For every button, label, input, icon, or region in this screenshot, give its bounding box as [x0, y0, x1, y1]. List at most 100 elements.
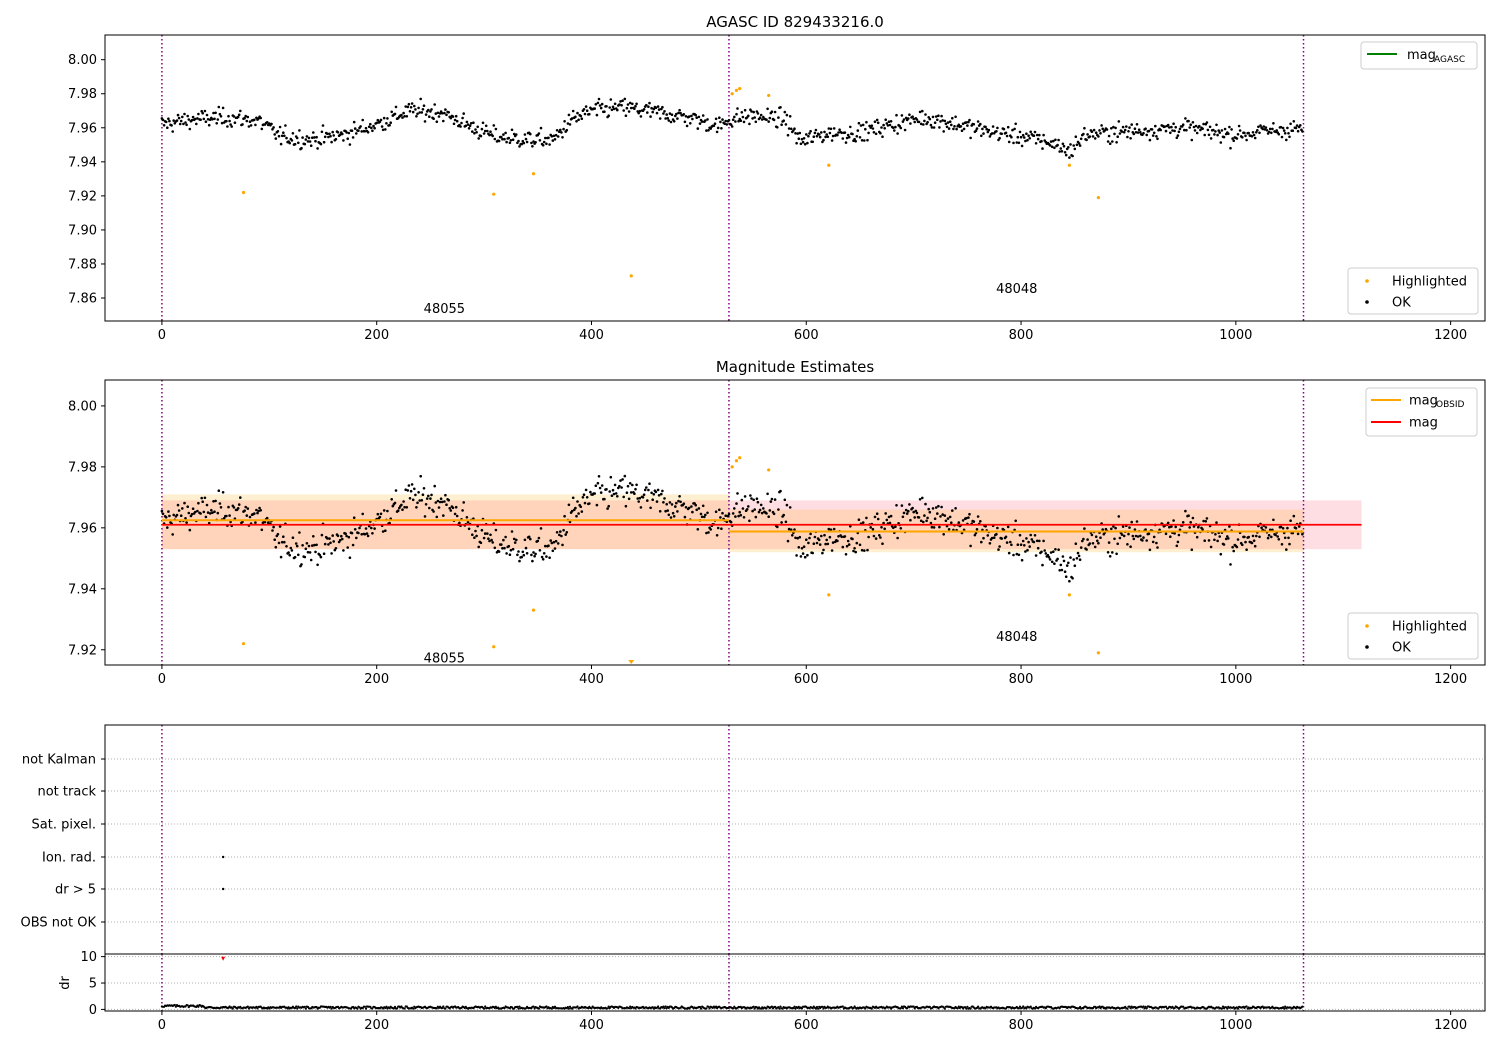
mid-ok-point — [1222, 543, 1226, 546]
top-ok-point — [830, 139, 834, 142]
dr-point — [484, 1005, 487, 1008]
mid-ok-point — [1268, 528, 1272, 532]
mid-ok-point — [199, 512, 202, 515]
top-xtick-label: 800 — [1009, 328, 1034, 343]
top-ok-point — [568, 123, 572, 126]
top-ok-point — [1094, 131, 1098, 134]
mid-ok-point — [467, 527, 471, 531]
mid-ok-point — [512, 537, 516, 541]
mid-ok-point — [358, 526, 361, 530]
mid-ok-point — [1115, 552, 1118, 556]
top-ok-point — [1144, 127, 1147, 130]
mid-ok-point — [899, 527, 903, 530]
top-ok-point — [1227, 132, 1230, 135]
mid-ok-point — [517, 550, 520, 553]
top-ok-point — [319, 142, 323, 146]
mid-ok-point — [796, 536, 799, 540]
top-ok-point — [797, 137, 801, 140]
mid-legend-lower — [1347, 612, 1479, 660]
mid-ok-point — [705, 531, 708, 535]
top-ok-point — [609, 98, 613, 101]
mid-ok-point — [657, 494, 661, 497]
top-xtick-label: 1200 — [1434, 328, 1467, 343]
top-ok-point — [553, 138, 557, 141]
mid-ok-point — [474, 529, 477, 533]
top-ok-point — [672, 120, 676, 123]
mid-ok-point — [277, 541, 281, 545]
mid-ok-point — [1107, 541, 1111, 544]
mid-ytick-label: 7.96 — [68, 521, 97, 536]
mid-ok-point — [279, 555, 283, 559]
dr-point — [329, 1005, 332, 1008]
mid-ok-point — [351, 543, 355, 547]
mid-obsid-label: 48055 — [424, 651, 465, 666]
mid-ok-point — [518, 559, 521, 563]
mid-ok-point — [1046, 553, 1050, 557]
mid-ok-point — [556, 542, 560, 545]
mid-ok-point — [432, 510, 435, 513]
top-ok-point — [698, 122, 702, 125]
top-ok-point — [184, 121, 187, 124]
top-ok-point — [1230, 128, 1233, 131]
mid-ok-point — [419, 474, 423, 478]
mid-ok-point — [185, 521, 188, 524]
mid-ok-point — [707, 531, 710, 534]
top-ok-point — [342, 139, 345, 142]
mid-ok-point — [1073, 564, 1077, 567]
mid-ok-point — [562, 528, 565, 532]
mid-ok-point — [627, 497, 631, 501]
mid-ok-point — [589, 490, 592, 494]
dr-point — [296, 1007, 299, 1010]
top-ok-point — [471, 130, 474, 133]
mid-ok-point — [340, 534, 343, 538]
mid-ok-point — [326, 537, 329, 540]
mid-ok-point — [740, 498, 744, 502]
dr-point — [800, 1007, 804, 1010]
top-ok-point — [683, 120, 687, 124]
mid-ok-point — [1079, 546, 1083, 549]
dr-point — [1283, 1007, 1286, 1010]
top-ok-point — [894, 125, 897, 129]
mid-ok-point — [826, 542, 830, 546]
dr-point — [1221, 1005, 1225, 1008]
mid-ok-point — [1043, 549, 1046, 552]
top-ok-point — [691, 117, 694, 121]
top-ok-point — [480, 127, 484, 131]
top-ok-point — [491, 134, 495, 138]
mid-ok-point — [782, 513, 785, 517]
mid-ok-point — [598, 486, 602, 490]
top-ok-point — [259, 116, 263, 120]
mid-ok-point — [962, 528, 966, 532]
mid-ok-point — [287, 551, 290, 554]
mid-ok-point — [1067, 561, 1070, 565]
top-ok-point — [161, 118, 165, 122]
top-ok-point — [1294, 126, 1298, 130]
top-ok-point — [607, 114, 610, 117]
mid-ok-point — [248, 515, 252, 519]
top-ok-point — [1184, 117, 1187, 120]
top-ok-point — [981, 127, 984, 131]
top-ok-point — [794, 132, 797, 135]
mid-ok-point — [896, 536, 899, 540]
top-ok-point — [961, 122, 965, 125]
top-ok-point — [243, 116, 246, 120]
mid-ok-point — [620, 486, 623, 489]
top-ok-point — [451, 115, 455, 118]
top-legend-marker-highlighted — [1365, 279, 1369, 283]
mid-legend-label-highlighted: Highlighted — [1392, 620, 1467, 635]
dr-point — [899, 1007, 902, 1010]
mid-ok-point — [523, 538, 527, 542]
top-ok-point — [206, 118, 210, 121]
dr-point — [1236, 1007, 1240, 1010]
mid-ok-point — [965, 516, 968, 520]
mid-ok-point — [735, 502, 738, 505]
top-ok-point — [860, 139, 864, 142]
top-ok-point — [216, 118, 220, 121]
dr-point — [295, 1005, 298, 1008]
top-ok-point — [517, 139, 520, 143]
mid-ok-point — [1068, 579, 1071, 583]
top-ok-point — [321, 124, 325, 127]
mid-ok-point — [954, 507, 957, 510]
top-ok-point — [389, 121, 393, 124]
top-ok-point — [1151, 134, 1155, 137]
